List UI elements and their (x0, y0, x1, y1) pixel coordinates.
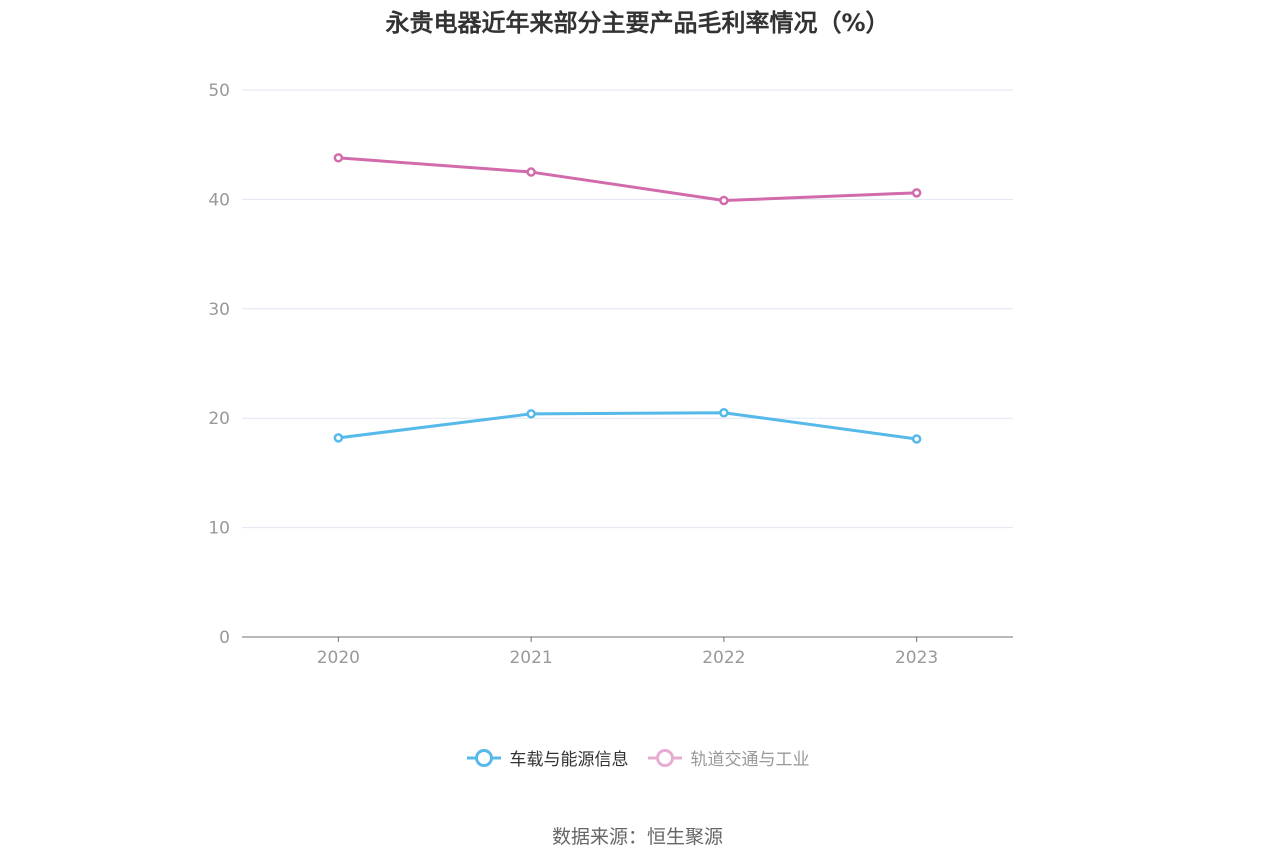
data-point (526, 167, 536, 177)
legend-marker-icon (466, 748, 501, 767)
chart-title: 永贵电器近年来部分主要产品毛利率情况（%） (385, 9, 890, 37)
y-tick-label: 0 (219, 628, 230, 648)
legend-item-series-1[interactable]: 轨道交通与工业 (647, 745, 810, 770)
x-tick-label: 2020 (317, 648, 360, 668)
data-point (333, 153, 344, 163)
series-line-0 (336, 411, 919, 441)
y-tick-label: 30 (208, 300, 230, 320)
data-point (719, 195, 729, 206)
x-tick-label: 2022 (702, 648, 745, 668)
data-point (911, 188, 922, 198)
legend-marker-icon (647, 748, 682, 767)
series-line-1 (336, 156, 919, 202)
legend: 车载与能源信息 轨道交通与工业 (0, 745, 1275, 770)
y-tick-label: 40 (208, 190, 230, 210)
legend-label: 车载与能源信息 (509, 750, 629, 770)
data-point (719, 407, 729, 418)
data-point (911, 434, 922, 444)
y-tick-label: 20 (208, 409, 230, 429)
data-point (333, 433, 344, 443)
x-tick-label: 2023 (895, 648, 938, 668)
y-tick-label: 50 (208, 81, 230, 101)
data-point (526, 409, 536, 419)
y-tick-label: 10 (208, 519, 230, 539)
data-source: 数据来源：恒生聚源 (551, 826, 723, 848)
x-tick-label: 2021 (509, 648, 552, 668)
legend-label: 轨道交通与工业 (690, 750, 810, 770)
legend-item-series-0[interactable]: 车载与能源信息 (466, 745, 629, 770)
